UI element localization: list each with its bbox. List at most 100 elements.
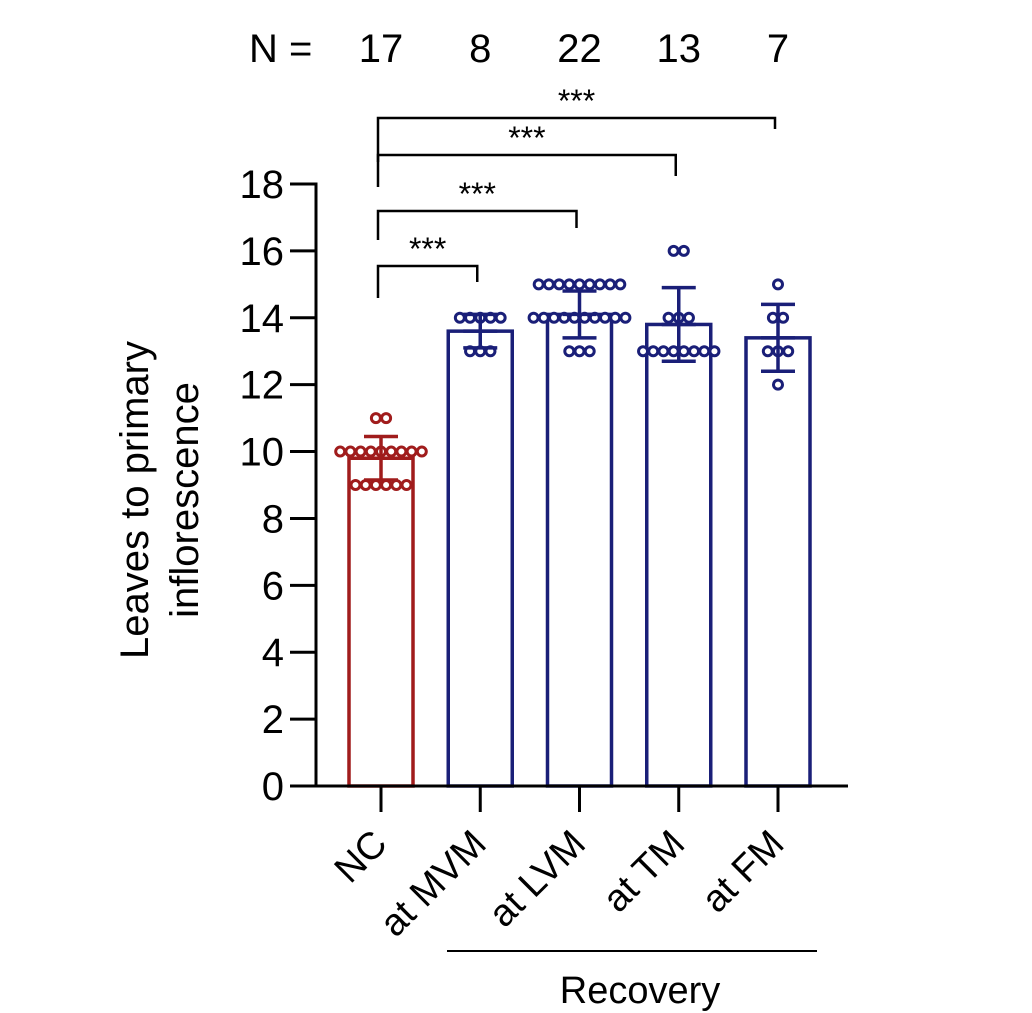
data-point — [494, 311, 507, 324]
data-point — [334, 445, 347, 458]
data-point — [637, 345, 650, 358]
significance-stars: *** — [409, 231, 446, 267]
x-tick-label: at LVM — [481, 823, 594, 936]
data-point — [349, 479, 362, 491]
significance-stars: *** — [459, 176, 496, 212]
data-point — [609, 311, 622, 324]
bar — [645, 322, 713, 788]
data-point — [599, 311, 611, 324]
bars-layer — [347, 312, 812, 788]
data-point — [380, 479, 393, 491]
y-tick-label: 12 — [240, 364, 285, 408]
significance-bracket — [376, 153, 677, 176]
data-point — [766, 311, 779, 324]
significance-brackets: *** *** *** *** — [376, 83, 777, 298]
bar — [347, 456, 415, 788]
data-point — [453, 311, 466, 324]
significance-stars: *** — [508, 120, 545, 156]
data-point — [563, 278, 576, 291]
data-point — [688, 345, 701, 358]
data-point — [369, 479, 382, 491]
data-point — [369, 412, 382, 425]
y-ticks: 0 2 4 6 8 10 12 14 16 18 — [240, 163, 316, 809]
y-tick-label: 2 — [262, 698, 284, 742]
data-point — [405, 445, 418, 458]
y-tick-label: 14 — [240, 297, 285, 341]
data-point — [583, 278, 596, 291]
data-point — [619, 311, 632, 324]
x-tick-label: at MVM — [372, 823, 494, 945]
recovery-group: Recovery — [447, 950, 817, 1012]
data-point — [667, 345, 680, 358]
data-point — [604, 278, 617, 291]
y-tick-label: 8 — [262, 497, 284, 541]
data-point — [708, 345, 721, 358]
n-label: N = — [249, 27, 312, 71]
data-point — [657, 345, 670, 358]
significance-bracket — [376, 264, 479, 298]
data-point — [677, 244, 690, 257]
data-point — [553, 278, 566, 291]
data-point — [698, 345, 711, 358]
n-value: 17 — [359, 27, 404, 71]
data-point — [527, 311, 540, 324]
y-tick-label: 0 — [262, 765, 284, 809]
x-tick-label: at TM — [595, 823, 693, 921]
data-point — [593, 278, 606, 291]
data-point — [364, 445, 377, 458]
data-point — [548, 311, 560, 324]
data-point — [532, 278, 545, 291]
y-axis-label: Leaves to primary inflorescence — [113, 341, 207, 659]
data-point — [542, 278, 555, 291]
significance-bracket — [376, 209, 578, 240]
n-value: 7 — [767, 27, 789, 71]
data-point — [395, 445, 408, 458]
sample-size-row: N = 17 8 22 13 7 — [249, 27, 789, 71]
data-point — [400, 479, 413, 491]
data-point — [772, 378, 784, 391]
axes-layer — [314, 182, 848, 788]
x-tick-label: NC — [327, 823, 396, 892]
n-value: 22 — [557, 27, 602, 71]
data-point — [354, 445, 367, 458]
bar — [446, 329, 514, 788]
y-axis-label-line-2: inflorescence — [163, 382, 207, 618]
data-point — [677, 345, 690, 358]
error-bars-layer — [364, 285, 795, 482]
recovery-group-label: Recovery — [560, 970, 721, 1012]
data-point — [573, 345, 586, 358]
y-tick-label: 6 — [262, 564, 284, 608]
data-point — [777, 311, 790, 324]
y-tick-label: 4 — [262, 631, 284, 675]
data-point — [614, 278, 627, 291]
data-point — [682, 311, 695, 324]
data-point — [761, 345, 774, 358]
data-point — [390, 479, 403, 491]
data-point — [537, 311, 550, 324]
y-tick-label: 16 — [240, 230, 285, 274]
data-point — [415, 445, 428, 458]
x-tick-label: at FM — [694, 823, 792, 921]
points-layer — [334, 244, 795, 491]
data-point — [583, 345, 596, 358]
data-point — [344, 445, 357, 458]
y-tick-label: 10 — [240, 431, 285, 475]
data-point — [563, 345, 576, 358]
data-point — [647, 345, 660, 358]
n-value: 8 — [469, 27, 491, 71]
data-point — [667, 244, 680, 257]
data-point — [662, 311, 675, 324]
bar — [744, 336, 812, 788]
bar — [545, 312, 614, 788]
data-point — [385, 445, 398, 458]
data-point — [772, 278, 784, 291]
n-value: 13 — [657, 27, 702, 71]
data-point — [359, 479, 372, 491]
data-point — [782, 345, 795, 358]
data-point — [573, 278, 586, 291]
significance-bracket — [376, 116, 777, 187]
data-point — [380, 412, 393, 425]
y-axis-label-line-1: Leaves to primary — [113, 341, 157, 659]
